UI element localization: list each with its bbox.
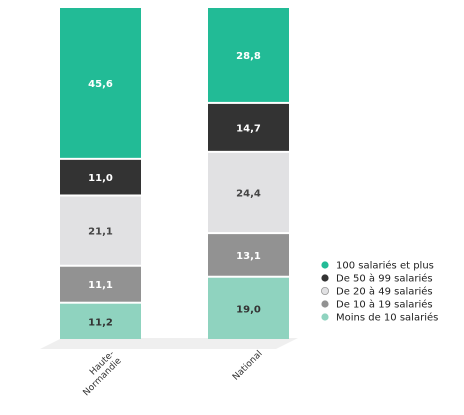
legend-swatch — [321, 274, 329, 282]
data-label: 11,0 — [88, 173, 113, 184]
category-label: National — [231, 349, 265, 383]
chart-floor — [40, 338, 298, 349]
data-label: 14,7 — [236, 123, 261, 134]
bars-group: 11,2 11,1 21,1 11,0 45,6 19,0 13,1 24,4 14,7 28,8 — [60, 8, 289, 339]
data-label: 11,1 — [88, 280, 113, 291]
bar-segment — [60, 196, 141, 265]
data-label: 21,1 — [88, 227, 113, 238]
bar-segment — [208, 103, 289, 151]
category-labels: Haute-Normandie National — [75, 349, 265, 398]
bar-segment — [208, 234, 289, 276]
bar-segment — [60, 8, 141, 158]
data-label: 11,2 — [88, 317, 113, 328]
legend-swatch — [320, 286, 329, 295]
legend-label: 100 salariés et plus — [336, 260, 434, 272]
data-label: 24,4 — [236, 188, 261, 199]
data-label: 19,0 — [236, 304, 261, 315]
legend-swatch — [321, 313, 329, 321]
legend-label: De 50 à 99 salariés — [336, 273, 433, 285]
bar-segment — [208, 277, 289, 339]
category-label-line: National — [231, 349, 265, 383]
legend-label: Moins de 10 salariés — [336, 312, 438, 324]
data-label: 28,8 — [236, 51, 261, 62]
bar-segment — [208, 8, 289, 102]
bar-segment — [60, 159, 141, 195]
legend-label: De 10 à 19 salariés — [336, 299, 433, 311]
bar-segment — [208, 152, 289, 233]
bar-segment — [60, 266, 141, 302]
bar-segment — [60, 303, 141, 339]
legend-swatch — [321, 300, 329, 308]
legend-swatch — [321, 261, 329, 269]
legend-label: De 20 à 49 salariés — [336, 286, 433, 298]
data-label: 45,6 — [88, 79, 113, 90]
category-label: Haute-Normandie — [75, 349, 124, 398]
data-label: 13,1 — [236, 251, 261, 262]
